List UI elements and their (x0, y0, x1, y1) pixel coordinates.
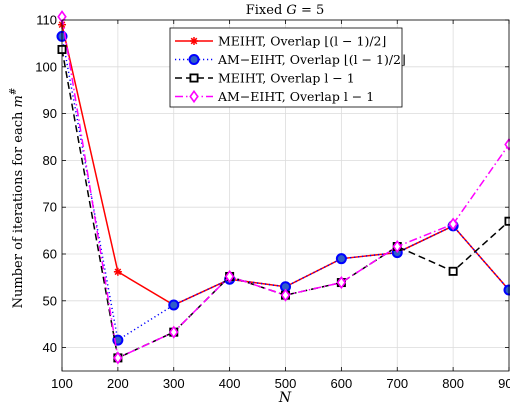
data-point (448, 217, 458, 231)
legend-marker (188, 54, 200, 65)
data-point (448, 266, 458, 276)
data-point (280, 288, 291, 302)
data-point (113, 267, 122, 276)
data-point (336, 275, 347, 290)
legend-marker (190, 37, 198, 45)
x-tick-label: 600 (331, 376, 353, 391)
data-point (113, 351, 123, 365)
x-tick-label: 200 (107, 376, 129, 391)
y-axis-label: Number of iterations for each m# (9, 88, 26, 309)
x-tick-label: 400 (219, 376, 241, 391)
y-tick-label: 60 (43, 247, 57, 262)
y-tick-label: 90 (43, 106, 57, 121)
chart-title: Fixed G = 5 (246, 3, 325, 18)
y-tick-label: 40 (43, 340, 57, 355)
x-tick-label: 100 (51, 376, 73, 391)
legend-label: MEIHT, Overlap ⌊(l − 1)/2⌋ (218, 34, 386, 49)
data-point (168, 299, 180, 311)
y-tick-label: 50 (43, 293, 57, 308)
data-point (224, 269, 235, 284)
legend-entry: AM−EIHT, Overlap ⌊(l − 1)/2⌋ (175, 52, 406, 67)
legend-label: AM−EIHT, Overlap l − 1 (217, 89, 374, 104)
axis-ticks: 100 200 300 400 500 600 700 800 900 40 50 60 70 80 90 1… (35, 13, 510, 392)
x-tick-label: 500 (275, 376, 297, 391)
x-tick-label: 800 (442, 376, 464, 391)
legend-marker (189, 89, 199, 104)
series-4 (57, 10, 510, 365)
x-tick-label: 300 (163, 376, 185, 391)
y-tick-label: 70 (43, 200, 57, 215)
legend-entry: MEIHT, Overlap l − 1 (175, 71, 355, 86)
y-tick-label: 80 (43, 153, 57, 168)
y-tick-label: 110 (36, 13, 57, 28)
data-point (169, 325, 179, 339)
x-axis-label: N (278, 390, 292, 406)
x-tick-label: 900 (498, 376, 510, 391)
x-tick-label: 700 (386, 376, 408, 391)
data-point (392, 239, 402, 254)
legend-marker (189, 73, 199, 83)
legend-label: AM−EIHT, Overlap ⌊(l − 1)/2⌋ (217, 52, 406, 67)
legend: MEIHT, Overlap ⌊(l − 1)/2⌋ AM−EIHT, Overl… (169, 27, 406, 108)
data-point (335, 253, 347, 265)
legend-label: MEIHT, Overlap l − 1 (218, 71, 355, 86)
y-tick-label: 100 (35, 59, 57, 74)
legend-entry: AM−EIHT, Overlap l − 1 (175, 89, 374, 104)
legend-entry: MEIHT, Overlap ⌊(l − 1)/2⌋ (175, 34, 386, 49)
